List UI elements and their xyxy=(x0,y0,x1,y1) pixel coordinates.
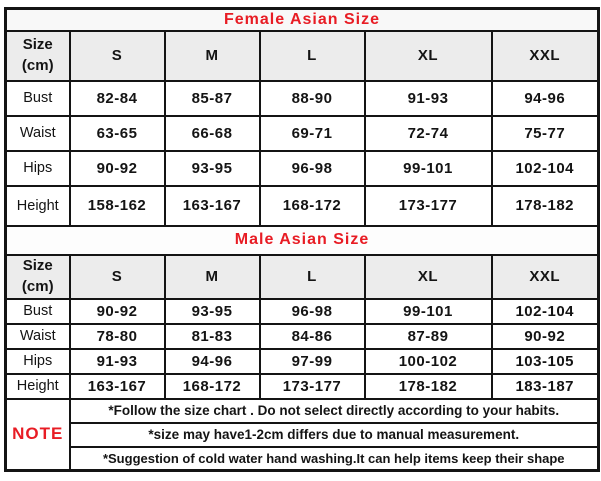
table-cell: 90-92 xyxy=(490,322,600,350)
note-row-1: NOTE *Follow the size chart . Do not sel… xyxy=(4,397,600,472)
female-header-row: Size (cm) S M L XL XXL xyxy=(4,29,600,82)
male-corner-line1: Size xyxy=(22,257,53,275)
table-cell: 163-167 xyxy=(163,184,261,227)
note-line-2: *size may have1-2cm differs due to manua… xyxy=(68,421,600,448)
male-bust-row: Bust 90-92 93-95 96-98 99-101 102-104 xyxy=(4,297,600,325)
table-cell: 96-98 xyxy=(258,149,366,187)
table-cell: 158-162 xyxy=(68,184,166,227)
table-cell: 85-87 xyxy=(163,79,261,117)
male-col-s: S xyxy=(68,253,166,300)
table-cell: 100-102 xyxy=(363,347,493,375)
table-cell: 102-104 xyxy=(490,149,600,187)
table-cell: 94-96 xyxy=(163,347,261,375)
male-height-label: Height xyxy=(4,372,71,400)
table-cell: 93-95 xyxy=(163,297,261,325)
note-label: NOTE xyxy=(4,397,71,472)
male-corner-cell: Size (cm) xyxy=(4,253,71,300)
table-cell: 90-92 xyxy=(68,297,166,325)
female-col-xxl: XXL xyxy=(490,29,600,82)
table-cell: 96-98 xyxy=(258,297,366,325)
female-hips-label: Hips xyxy=(4,149,71,187)
male-col-xl: XL xyxy=(363,253,493,300)
female-waist-row: Waist 63-65 66-68 69-71 72-74 75-77 xyxy=(4,114,600,152)
female-col-l: L xyxy=(258,29,366,82)
male-waist-row: Waist 78-80 81-83 84-86 87-89 90-92 xyxy=(4,322,600,350)
male-col-xxl: XXL xyxy=(490,253,600,300)
female-corner-line1: Size xyxy=(22,36,53,54)
female-corner-cell: Size (cm) xyxy=(4,29,71,82)
female-section-title: Female Asian Size xyxy=(4,7,600,32)
male-header-row: Size (cm) S M L XL XXL xyxy=(4,253,600,300)
male-section-title: Male Asian Size xyxy=(4,224,600,256)
table-cell: 78-80 xyxy=(68,322,166,350)
female-col-xl: XL xyxy=(363,29,493,82)
note-row-2: *size may have1-2cm differs due to manua… xyxy=(6,421,600,448)
table-cell: 103-105 xyxy=(490,347,600,375)
table-cell: 82-84 xyxy=(68,79,166,117)
male-section-title-row: Male Asian Size xyxy=(4,224,600,256)
male-hips-label: Hips xyxy=(4,347,71,375)
female-bust-label: Bust xyxy=(4,79,71,117)
male-col-m: M xyxy=(163,253,261,300)
size-chart-table: Female Asian Size Size (cm) S M L XL XXL… xyxy=(4,7,600,472)
male-waist-label: Waist xyxy=(4,322,71,350)
female-section-title-row: Female Asian Size xyxy=(4,7,600,32)
male-height-row: Height 163-167 168-172 173-177 178-182 1… xyxy=(4,372,600,400)
note-line-3: *Suggestion of cold water hand washing.I… xyxy=(68,445,600,472)
female-waist-label: Waist xyxy=(4,114,71,152)
female-bust-row: Bust 82-84 85-87 88-90 91-93 94-96 xyxy=(4,79,600,117)
table-cell: 87-89 xyxy=(363,322,493,350)
table-cell: 91-93 xyxy=(363,79,493,117)
table-cell: 99-101 xyxy=(363,297,493,325)
table-cell: 91-93 xyxy=(68,347,166,375)
female-hips-row: Hips 90-92 93-95 96-98 99-101 102-104 xyxy=(4,149,600,187)
table-cell: 163-167 xyxy=(68,372,166,400)
female-height-row: Height 158-162 163-167 168-172 173-177 1… xyxy=(4,184,600,227)
female-corner-line2: (cm) xyxy=(21,56,54,74)
table-cell: 102-104 xyxy=(490,297,600,325)
table-cell: 72-74 xyxy=(363,114,493,152)
table-cell: 93-95 xyxy=(163,149,261,187)
table-cell: 168-172 xyxy=(163,372,261,400)
table-cell: 178-182 xyxy=(490,184,600,227)
table-cell: 168-172 xyxy=(258,184,366,227)
note-row-3: *Suggestion of cold water hand washing.I… xyxy=(6,445,600,472)
female-col-m: M xyxy=(163,29,261,82)
female-col-s: S xyxy=(68,29,166,82)
male-corner-line2: (cm) xyxy=(21,277,54,295)
table-cell: 183-187 xyxy=(490,372,600,400)
male-hips-row: Hips 91-93 94-96 97-99 100-102 103-105 xyxy=(4,347,600,375)
table-cell: 84-86 xyxy=(258,322,366,350)
table-cell: 81-83 xyxy=(163,322,261,350)
male-col-l: L xyxy=(258,253,366,300)
table-cell: 88-90 xyxy=(258,79,366,117)
male-bust-label: Bust xyxy=(4,297,71,325)
table-cell: 66-68 xyxy=(163,114,261,152)
table-cell: 63-65 xyxy=(68,114,166,152)
female-height-label: Height xyxy=(4,184,71,227)
note-line-1: *Follow the size chart . Do not select d… xyxy=(68,397,600,424)
table-cell: 69-71 xyxy=(258,114,366,152)
table-cell: 75-77 xyxy=(490,114,600,152)
table-cell: 99-101 xyxy=(363,149,493,187)
table-cell: 173-177 xyxy=(363,184,493,227)
table-cell: 97-99 xyxy=(258,347,366,375)
table-cell: 90-92 xyxy=(68,149,166,187)
table-cell: 94-96 xyxy=(490,79,600,117)
table-cell: 173-177 xyxy=(258,372,366,400)
table-cell: 178-182 xyxy=(363,372,493,400)
